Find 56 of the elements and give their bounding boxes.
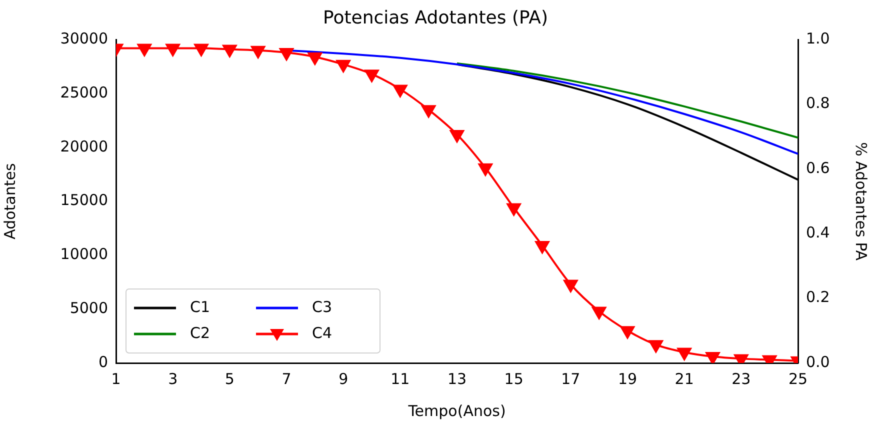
- point: [706, 352, 720, 363]
- point: [279, 48, 294, 61]
- point: [450, 130, 464, 142]
- x-tick-label: 19: [618, 370, 638, 388]
- line-series: [456, 62, 798, 139]
- x-tick-label: 15: [504, 370, 524, 388]
- y-tick-label: 25000: [60, 83, 108, 102]
- x-tick-label: 25: [788, 370, 808, 388]
- point: [137, 44, 152, 56]
- legend-label: C3: [312, 298, 332, 316]
- y2-axis-title: % Adotantes PA: [852, 142, 870, 262]
- y-tick-label: 5000: [70, 298, 108, 317]
- legend-label: C1: [190, 298, 210, 316]
- point: [364, 70, 379, 82]
- chart-title: Potencias Adotantes (PA): [322, 7, 548, 28]
- x-tick-label: 11: [390, 370, 410, 388]
- point: [194, 44, 208, 56]
- point: [478, 163, 492, 176]
- y2-tick-label: 0.0: [806, 352, 830, 371]
- point: [336, 60, 350, 72]
- point: [506, 203, 521, 216]
- y-tick-label: 0: [98, 352, 108, 371]
- x-axis-title: Tempo(Anos): [407, 402, 506, 420]
- y-tick-label: 15000: [60, 191, 108, 210]
- y2-tick-label: 0.4: [806, 224, 830, 242]
- point: [393, 84, 408, 98]
- y2-tick-label: 0.2: [806, 288, 830, 306]
- x-tick-label: 13: [447, 370, 467, 388]
- x-tick-label: 21: [674, 370, 694, 388]
- point: [251, 46, 266, 58]
- x-tick-label: 3: [168, 370, 178, 388]
- y2-tick-label: 0.6: [806, 158, 830, 177]
- y-tick-label: 10000: [60, 245, 108, 264]
- point: [222, 44, 237, 58]
- x-tick-label: 7: [282, 370, 292, 388]
- point: [308, 52, 322, 65]
- x-tick-label: 9: [338, 370, 348, 388]
- y2-tick-label: 1.0: [806, 29, 830, 48]
- point: [564, 280, 578, 292]
- point: [422, 105, 436, 118]
- point: [592, 306, 606, 320]
- y-axis-title: Adotantes: [0, 163, 19, 240]
- y2-tick-label: 0.8: [806, 94, 830, 112]
- point: [648, 340, 663, 353]
- x-tick-label: 23: [732, 370, 751, 388]
- y-tick-label: 30000: [60, 29, 108, 48]
- x-tick-label: 5: [224, 370, 234, 388]
- legend-label: C4: [312, 324, 332, 342]
- legend-label: C2: [190, 324, 210, 342]
- y-tick-label: 20000: [60, 137, 108, 156]
- point: [535, 241, 550, 254]
- point: [620, 326, 635, 339]
- x-tick-label: 17: [561, 370, 580, 388]
- x-tick-label: 1: [111, 370, 121, 388]
- point: [166, 44, 180, 56]
- point: [677, 348, 692, 360]
